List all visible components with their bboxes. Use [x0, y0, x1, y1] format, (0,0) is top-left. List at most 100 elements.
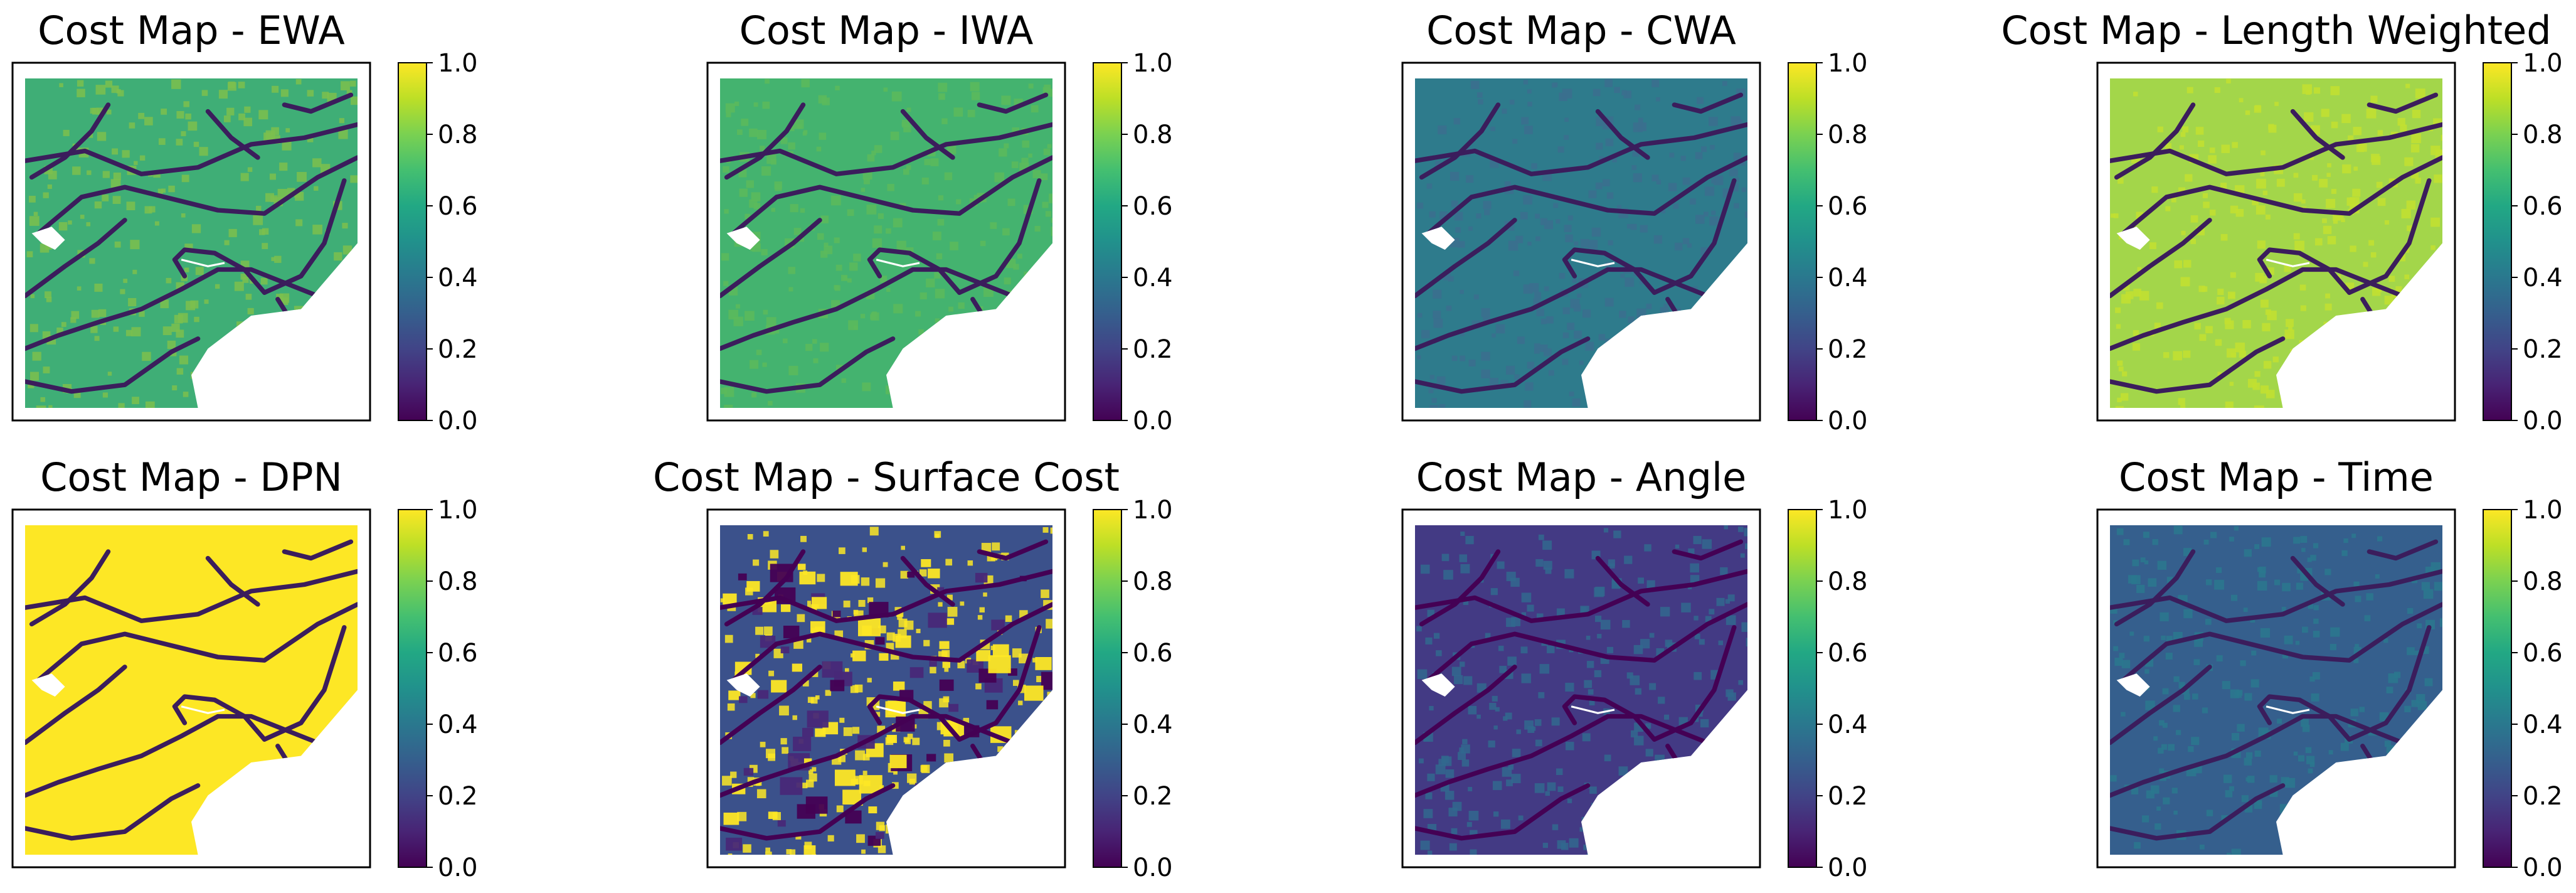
colorbar [1788, 62, 1817, 421]
colorbar-tick-label: 1.0 [2523, 49, 2563, 78]
panel-3: Cost Map - CWA 0.0 0.2 0.4 0.6 0.8 1.0 [1401, 8, 1868, 436]
water-feature [2116, 227, 2150, 250]
colorbar [398, 509, 427, 868]
colorbar-tick-label: 0.2 [2523, 335, 2563, 364]
colorbar-tick-label: 1.0 [1828, 49, 1868, 78]
water-feature [1421, 227, 1455, 250]
colorbar-tick-label: 0.0 [1133, 407, 1173, 436]
colorbar [2483, 62, 2512, 421]
colorbar-tick-label: 0.4 [1828, 710, 1868, 739]
panel-7: Cost Map - Angle 0.0 0.2 0.4 0.6 0.8 1.0 [1401, 454, 1868, 882]
colorbar [1093, 509, 1122, 868]
colorbar-tick-label: 0.8 [2523, 120, 2563, 149]
colorbar-tick-label: 0.2 [1828, 335, 1868, 364]
panel-8: Cost Map - Time 0.0 0.2 0.4 0.6 0.8 1.0 [2096, 454, 2563, 882]
colorbar [1788, 509, 1817, 868]
colorbar-tick-label: 0.8 [1828, 567, 1868, 596]
colorbar-tick-label: 1.0 [1133, 49, 1173, 78]
colorbar-tick-label: 0.0 [1133, 853, 1173, 882]
colorbar-tick-label: 0.2 [1133, 782, 1173, 811]
axes-frame [11, 61, 371, 422]
panel-title: Cost Map - Angle [1416, 454, 1747, 500]
panel-title: Cost Map - DPN [40, 454, 342, 500]
water-feature [31, 227, 65, 250]
road-network [25, 539, 358, 841]
panel-1: Cost Map - EWA 0.0 0.2 0.4 0.6 0.8 1.0 [11, 8, 478, 436]
cost-texture [721, 78, 1052, 408]
colorbar-tick-label: 1.0 [1133, 496, 1173, 525]
colorbar-tick-label: 0.4 [1828, 264, 1868, 292]
water-feature [1571, 259, 1615, 267]
colorbar-tick-label: 0.0 [438, 407, 478, 436]
colorbar-tick-label: 0.8 [438, 120, 478, 149]
axes-frame [11, 508, 371, 869]
colorbar-tick-label: 0.6 [2523, 192, 2563, 221]
colorbar-tick-label: 0.0 [1828, 407, 1868, 436]
road-network [2110, 92, 2442, 394]
axes-frame [2096, 61, 2456, 422]
axes-frame [2096, 508, 2456, 869]
colorbar-tick-label: 0.4 [2523, 710, 2563, 739]
colorbar-tick-label: 0.2 [2523, 782, 2563, 811]
panel-title: Cost Map - Surface Cost [653, 454, 1120, 500]
water-feature [1571, 705, 1615, 714]
colorbar-tick-label: 0.0 [1828, 853, 1868, 882]
panel-title: Cost Map - Time [2119, 454, 2434, 500]
colorbar-tick-label: 1.0 [438, 496, 478, 525]
colorbar-tick-label: 0.8 [1133, 567, 1173, 596]
colorbar [2483, 509, 2512, 868]
colorbar-tick-label: 0.4 [2523, 264, 2563, 292]
colorbar-tick-label: 0.6 [1133, 192, 1173, 221]
colorbar-tick-label: 0.8 [1133, 120, 1173, 149]
colorbar-tick-label: 1.0 [438, 49, 478, 78]
axes-frame [706, 508, 1066, 869]
water-feature [2116, 673, 2150, 697]
water-feature [726, 673, 760, 697]
water-feature [181, 259, 225, 267]
colorbar-tick-label: 0.8 [2523, 567, 2563, 596]
water-feature [876, 705, 920, 714]
colorbar-tick-label: 0.4 [1133, 264, 1173, 292]
colorbar-tick-label: 0.6 [438, 639, 478, 668]
colorbar-tick-label: 0.8 [1828, 120, 1868, 149]
colorbar-tick-label: 0.4 [1133, 710, 1173, 739]
panel-title: Cost Map - CWA [1426, 8, 1736, 53]
panel-title: Cost Map - IWA [739, 8, 1034, 53]
water-feature [2266, 259, 2310, 267]
colorbar-tick-label: 0.6 [1828, 639, 1868, 668]
road-network [720, 92, 1052, 394]
colorbar [398, 62, 427, 421]
colorbar-tick-label: 0.6 [2523, 639, 2563, 668]
water-feature [726, 227, 760, 250]
colorbar-tick-label: 0.2 [438, 335, 478, 364]
colorbar-tick-label: 0.2 [1828, 782, 1868, 811]
colorbar-tick-label: 0.6 [438, 192, 478, 221]
axes-frame [1401, 508, 1761, 869]
colorbar-tick-label: 0.0 [2523, 407, 2563, 436]
panel-6: Cost Map - Surface Cost 0.0 0.2 0.4 0.6 0.8 1.… [653, 454, 1173, 882]
colorbar-tick-label: 0.6 [1133, 639, 1173, 668]
cost-map-image [25, 78, 358, 408]
panel-2: Cost Map - IWA 0.0 0.2 0.4 0.6 0.8 1.0 [706, 8, 1173, 436]
colorbar-tick-label: 0.4 [438, 710, 478, 739]
colorbar-tick-label: 1.0 [2523, 496, 2563, 525]
water-feature [2266, 705, 2310, 714]
water-feature [1421, 673, 1455, 697]
colorbar-tick-label: 0.8 [438, 567, 478, 596]
panel-title: Cost Map - EWA [38, 8, 345, 53]
water-feature [181, 705, 225, 714]
road-network [720, 539, 1052, 841]
road-network [1415, 92, 1747, 394]
colorbar-tick-label: 0.4 [438, 264, 478, 292]
colorbar-tick-label: 0.0 [2523, 853, 2563, 882]
panel-5: Cost Map - DPN 0.0 0.2 0.4 0.6 0.8 1.0 [11, 454, 478, 882]
water-feature [31, 673, 65, 697]
axes-frame [1401, 61, 1761, 422]
panel-4: Cost Map - Length Weighted 0.0 0.2 0.4 0.6 0.… [2001, 8, 2562, 436]
colorbar-tick-label: 0.2 [438, 782, 478, 811]
colorbar-tick-label: 0.6 [1828, 192, 1868, 221]
colorbar-tick-label: 0.2 [1133, 335, 1173, 364]
axes-frame [706, 61, 1066, 422]
colorbar-tick-label: 1.0 [1828, 496, 1868, 525]
colorbar-tick-label: 0.0 [438, 853, 478, 882]
